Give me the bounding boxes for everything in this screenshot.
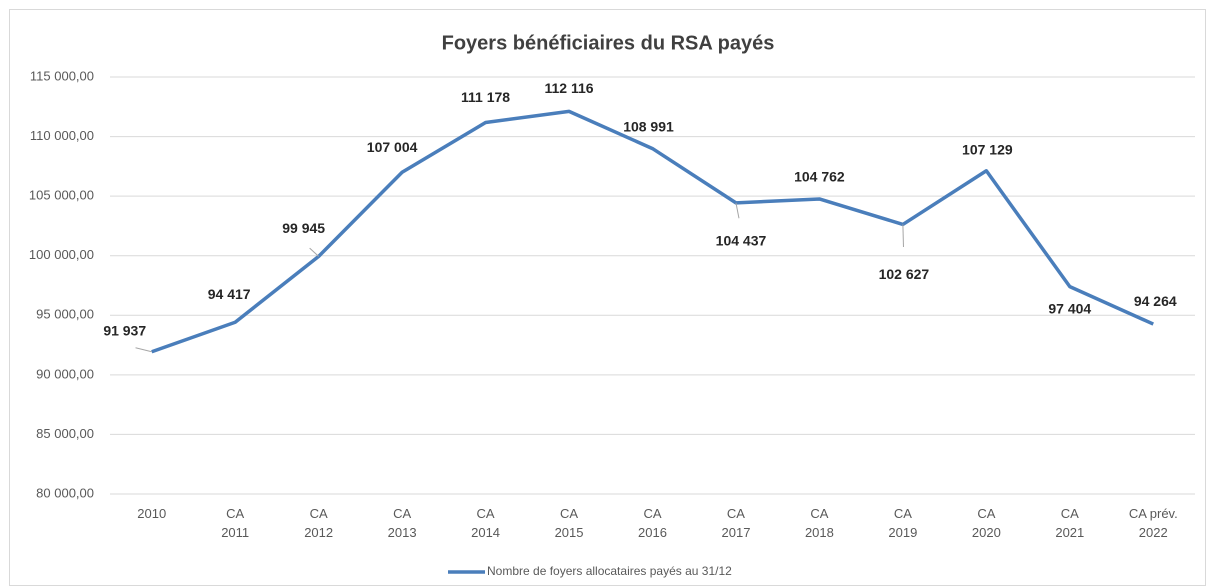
x-tick-line: 2014	[471, 525, 500, 540]
data-label: 94 417	[208, 286, 251, 302]
x-tick-label: CA prév. 2022	[1129, 506, 1178, 540]
x-tick-label: CA 2014	[471, 506, 500, 540]
x-tick-line: CA	[727, 506, 745, 521]
data-label: 104 437	[716, 233, 767, 249]
x-tick-line: 2022	[1139, 525, 1168, 540]
x-tick-line: 2020	[972, 525, 1001, 540]
chart-title: Foyers bénéficiaires du RSA payés	[442, 32, 775, 54]
x-tick-label: 2010	[137, 506, 166, 521]
leader-line	[135, 347, 152, 353]
x-tick-line: CA	[643, 506, 661, 521]
data-line	[151, 109, 1154, 354]
legend-label: Nombre de foyers allocataires payés au 3…	[487, 564, 732, 578]
x-tick-label: CA 2013	[388, 506, 417, 540]
y-tick-label: 110 000,00	[30, 128, 94, 143]
x-tick-line: 2019	[888, 525, 917, 540]
x-tick-label: CA 2016	[638, 506, 667, 540]
x-tick-line: CA	[560, 506, 578, 521]
x-tick-label: CA 2011	[221, 506, 249, 540]
chart-border	[9, 9, 1206, 586]
x-tick-label: CA 2017	[722, 506, 751, 540]
y-tick-label: 85 000,00	[36, 426, 94, 441]
x-tick-line: 2021	[1055, 525, 1084, 540]
x-tick-label: CA 2021	[1055, 506, 1084, 540]
leader-line	[735, 202, 740, 219]
leader-line	[309, 247, 319, 257]
x-tick-line: CA	[810, 506, 828, 521]
data-label: 102 627	[879, 266, 930, 282]
x-tick-label: CA 2019	[888, 506, 917, 540]
x-tick-line: CA	[310, 506, 328, 521]
x-tick-line: 2016	[638, 525, 667, 540]
x-tick-label: CA 2020	[972, 506, 1001, 540]
data-label: 107 129	[962, 141, 1013, 157]
x-tick-line: CA	[226, 506, 244, 521]
x-tick-line: CA	[477, 506, 495, 521]
data-label: 97 404	[1048, 300, 1091, 316]
data-label: 104 762	[794, 169, 845, 185]
data-label: 94 264	[1134, 293, 1177, 309]
x-tick-label: CA 2018	[805, 506, 834, 540]
data-label: 99 945	[282, 220, 325, 236]
data-label: 111 178	[461, 89, 510, 105]
y-tick-label: 105 000,00	[29, 188, 94, 203]
x-tick-line: 2011	[221, 525, 249, 540]
x-tick-line: CA	[894, 506, 912, 521]
data-label: 112 116	[545, 80, 594, 96]
x-tick-line: 2018	[805, 525, 834, 540]
y-tick-label: 95 000,00	[36, 307, 94, 322]
data-label: 91 937	[103, 322, 146, 338]
x-tick-label: CA 2012	[304, 506, 333, 540]
x-tick-line: 2017	[722, 525, 751, 540]
x-tick-line: CA	[1061, 506, 1079, 521]
x-tick-line: CA prév.	[1129, 506, 1178, 521]
x-tick-line: 2013	[388, 525, 417, 540]
x-tick-line: 2012	[304, 525, 333, 540]
x-tick-line: CA	[977, 506, 995, 521]
y-tick-label: 100 000,00	[29, 247, 94, 262]
x-tick-line: 2010	[137, 506, 166, 521]
y-tick-label: 115 000,00	[30, 68, 94, 83]
x-tick-label: CA 2015	[555, 506, 584, 540]
data-label: 108 991	[623, 118, 674, 134]
y-tick-label: 80 000,00	[36, 485, 94, 500]
y-tick-label: 90 000,00	[36, 366, 94, 381]
x-tick-line: 2015	[555, 525, 584, 540]
leader-line	[902, 224, 904, 248]
x-tick-line: CA	[393, 506, 411, 521]
data-label: 107 004	[367, 139, 418, 155]
